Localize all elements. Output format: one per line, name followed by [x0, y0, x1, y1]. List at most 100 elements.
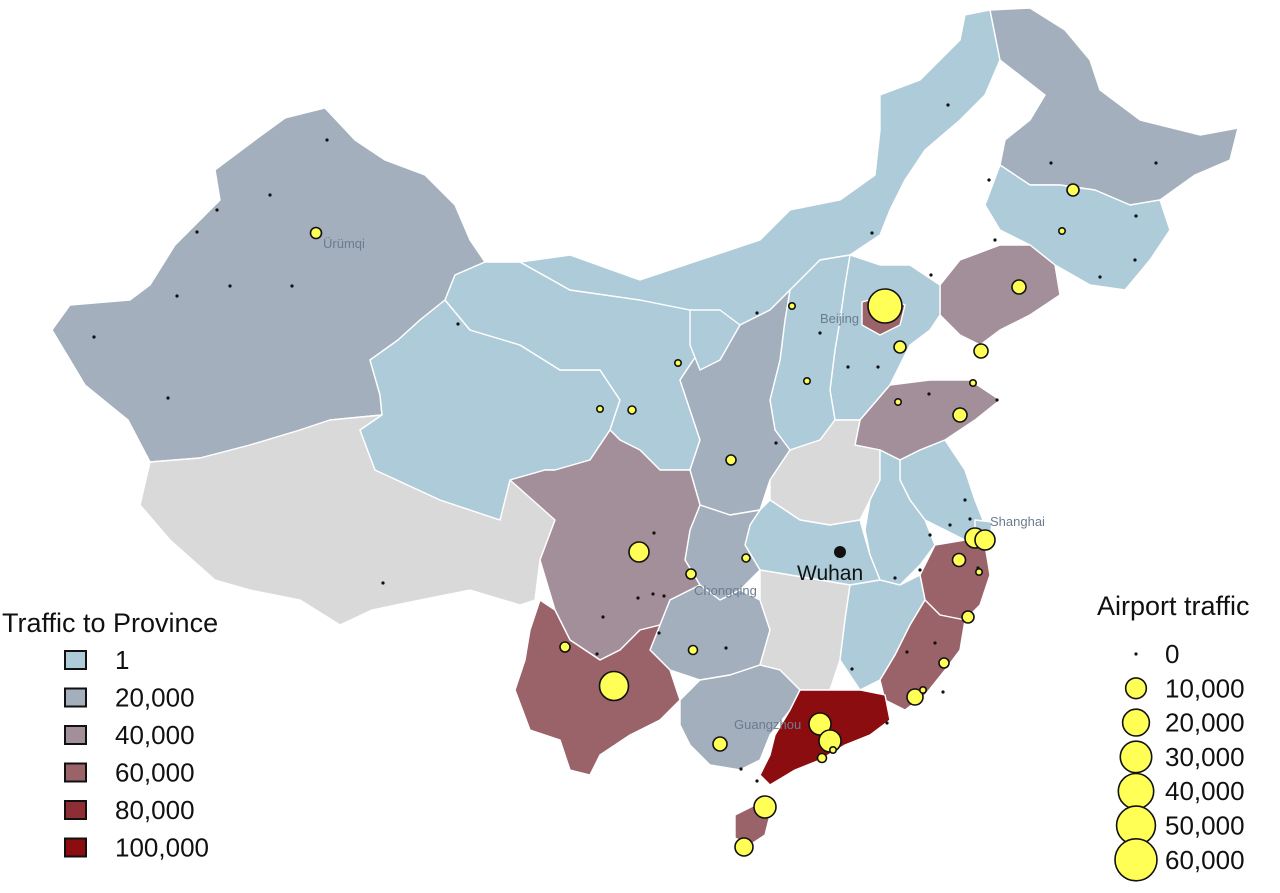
- airport-marker: [268, 193, 272, 197]
- traffic-legend: Traffic to Province 1 20,000 40,000 60,000 8…: [2, 608, 218, 863]
- airport-marker: [885, 721, 889, 725]
- airport-marker: [1154, 161, 1158, 165]
- airport-marker: [818, 331, 822, 335]
- airport-legend-title: Airport traffic: [1097, 591, 1250, 621]
- airport-marker: [941, 690, 945, 694]
- traffic-legend-swatch: [64, 725, 87, 745]
- airport-marker: [228, 284, 232, 288]
- airport-marker: [928, 533, 932, 537]
- airport-marker: [963, 498, 967, 502]
- traffic-legend-title: Traffic to Province: [2, 608, 218, 638]
- airport-marker: [993, 238, 997, 242]
- airport-legend-label: 0: [1165, 639, 1179, 669]
- province-yunnan: [514, 599, 681, 776]
- airport-legend-marker: [1134, 652, 1138, 656]
- airport-marker: [215, 208, 219, 212]
- airport-marker: [961, 610, 975, 624]
- airport-marker: [938, 657, 950, 669]
- airport-marker: [712, 736, 728, 752]
- airport-marker: [974, 529, 996, 551]
- airport-marker: [92, 335, 96, 339]
- airport-legend-label: 20,000: [1165, 708, 1245, 738]
- traffic-legend-items: 1 20,000 40,000 60,000 80,000 100,000: [64, 645, 209, 863]
- traffic-legend-swatch: [64, 800, 87, 820]
- province-anhui: [864, 449, 936, 586]
- airport-legend-label: 30,000: [1165, 742, 1245, 772]
- airport-marker: [652, 531, 656, 535]
- airport-marker: [846, 365, 850, 369]
- airport-legend-marker: [1121, 708, 1151, 737]
- city-label-chongqing: Chongqing: [694, 583, 757, 598]
- airport-marker: [927, 392, 931, 396]
- airport-marker: [628, 541, 650, 563]
- airport-marker: [627, 405, 637, 415]
- province-fujian: [879, 599, 966, 711]
- traffic-legend-label: 40,000: [115, 720, 195, 750]
- province-guangxi: [679, 664, 801, 771]
- airport-legend-marker: [1117, 772, 1155, 810]
- airport-marker: [968, 378, 977, 387]
- airport-marker: [893, 397, 902, 406]
- airport-marker: [946, 103, 950, 107]
- airport-legend-label: 10,000: [1165, 673, 1245, 703]
- province-liaoning: [939, 244, 1061, 346]
- airport-marker: [755, 311, 759, 315]
- airport-marker: [755, 779, 759, 783]
- airport-marker: [753, 795, 777, 819]
- airport-legend-items: 0 10,000 20,000 30,000 40,000 50,000 60,000: [1114, 639, 1245, 882]
- airport-marker: [687, 644, 699, 656]
- airport-marker: [918, 685, 927, 694]
- traffic-legend-swatch: [64, 762, 87, 783]
- traffic-legend-label: 20,000: [115, 683, 195, 713]
- airport-marker: [876, 365, 880, 369]
- wuhan-label: Wuhan: [797, 562, 863, 585]
- city-label-shanghai: Shanghai: [990, 514, 1045, 529]
- airport-legend-label: 40,000: [1165, 776, 1245, 806]
- airport-marker: [948, 523, 952, 527]
- airport-marker: [601, 615, 605, 619]
- airport-marker: [166, 396, 170, 400]
- airport-marker: [906, 688, 924, 706]
- airport-marker: [787, 301, 796, 310]
- airport-marker: [1011, 279, 1027, 295]
- province-ningxia: [689, 309, 741, 371]
- airport-marker: [559, 641, 571, 653]
- airport-legend: Airport traffic 0 10,000 20,000 30,000 40,00…: [1097, 591, 1250, 882]
- airport-marker: [968, 517, 972, 521]
- city-label-urumqi: Ürümqi: [323, 236, 365, 251]
- airport-marker: [685, 568, 697, 580]
- airport-legend-marker: [1114, 837, 1158, 882]
- traffic-legend-label: 60,000: [115, 758, 195, 788]
- airport-marker: [636, 596, 640, 600]
- airport-marker: [1134, 214, 1138, 218]
- city-label-beijing: Beijing: [820, 311, 859, 326]
- airport-marker: [929, 273, 933, 277]
- airport-marker: [952, 407, 968, 423]
- airport-marker: [595, 652, 599, 656]
- airport-marker: [662, 594, 666, 598]
- airport-marker: [1133, 258, 1137, 262]
- airport-marker: [734, 837, 754, 857]
- traffic-legend-swatch: [64, 650, 87, 670]
- traffic-legend-label: 1: [115, 645, 129, 675]
- wuhan-marker: [834, 546, 846, 558]
- airport-legend-label: 60,000: [1165, 845, 1245, 875]
- airport-marker: [850, 667, 854, 671]
- airport-marker: [802, 376, 811, 385]
- airport-marker: [995, 398, 999, 402]
- airport-marker: [175, 294, 179, 298]
- airport-marker: [905, 650, 909, 654]
- airport-marker: [918, 568, 922, 572]
- airport-marker: [456, 322, 460, 326]
- airport-marker: [870, 231, 874, 235]
- city-label-guangzhou: Guangzhou: [734, 717, 801, 732]
- airport-marker: [290, 284, 294, 288]
- airport-marker: [828, 745, 837, 754]
- airport-marker: [381, 581, 385, 585]
- airport-marker: [309, 226, 323, 240]
- airport-marker: [657, 631, 661, 635]
- airport-marker: [195, 230, 199, 234]
- airport-markers: [92, 103, 1158, 857]
- provinces: [51, 7, 1239, 846]
